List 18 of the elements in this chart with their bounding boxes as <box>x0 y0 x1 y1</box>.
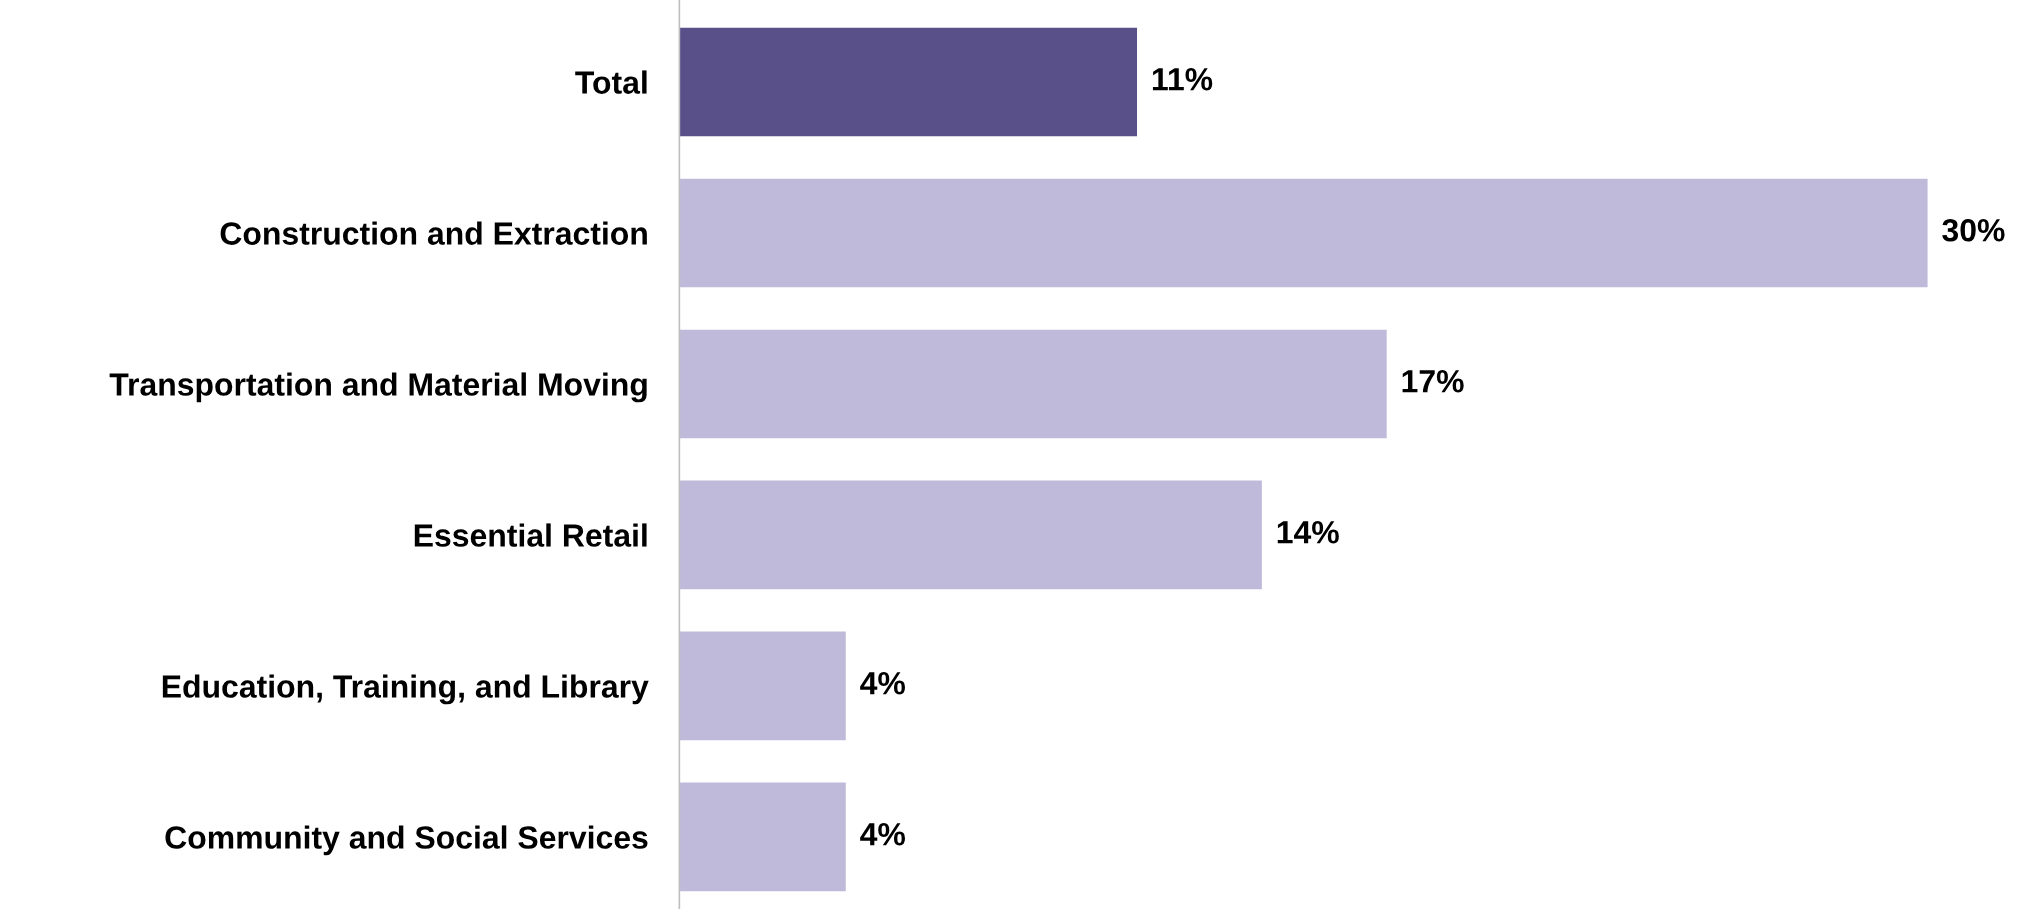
y-tick-label: Community and Social Services <box>165 825 648 856</box>
data-label: 17% <box>1402 370 1464 393</box>
y-tick-label: Essential Retail <box>414 523 647 547</box>
bar <box>679 27 1138 137</box>
y-tick-label: Education, Training, and Library <box>162 674 649 705</box>
bar <box>679 480 1262 590</box>
data-label: 11% <box>1152 68 1213 91</box>
data-label: 4% <box>860 823 905 846</box>
bar <box>679 631 846 741</box>
data-label: 14% <box>1277 521 1339 544</box>
y-tick-label: Transportation and Material Moving <box>109 372 647 403</box>
bar <box>679 329 1387 439</box>
bar <box>679 782 846 892</box>
bar <box>679 178 1928 288</box>
data-label: 30% <box>1942 218 2005 242</box>
data-label: 4% <box>860 672 905 695</box>
y-tick-label: Total <box>575 70 647 94</box>
y-tick-label: Construction and Extraction <box>220 221 647 245</box>
